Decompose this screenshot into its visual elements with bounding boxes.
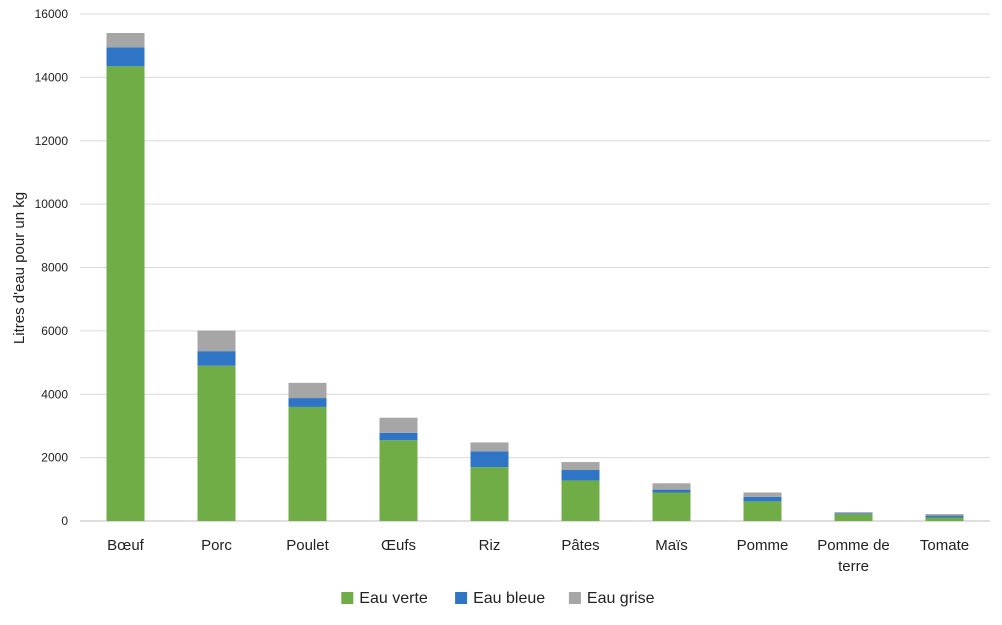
x-category-label-line: Bœuf [107, 537, 145, 554]
bar-segment-eau-verte [834, 514, 873, 521]
bar-segment-eau-grise [743, 492, 782, 497]
legend-swatch [341, 592, 354, 604]
legend-swatch [568, 592, 581, 604]
bar-segment-eau-grise [379, 417, 418, 433]
bar-segment-eau-verte [106, 66, 145, 522]
bar-segment-eau-bleue [106, 47, 145, 67]
y-tick-label: 10000 [35, 197, 69, 211]
x-category-label: Maïs [655, 537, 688, 554]
x-category-label-line: Pomme de [817, 537, 890, 554]
bar-segment-eau-grise [925, 514, 964, 516]
y-tick-label: 4000 [41, 387, 68, 401]
x-category-label: Œufs [381, 537, 416, 554]
bar-segment-eau-verte [652, 492, 691, 521]
bar-segment-eau-bleue [197, 351, 236, 366]
y-tick-label: 2000 [41, 451, 68, 465]
bar-segment-eau-grise [106, 33, 145, 48]
y-tick-label: 0 [61, 514, 68, 528]
x-category-label-line: terre [838, 558, 869, 575]
y-tick-labels: 0 2000 4000 6000 8000 10000 12000 14000 16000 [35, 7, 69, 528]
bar-segment-eau-grise [197, 330, 236, 352]
bar-segment-eau-grise [288, 382, 327, 399]
bar-segment-eau-grise [470, 442, 509, 452]
x-category-label-line: Porc [201, 537, 232, 554]
y-tick-label: 16000 [35, 7, 69, 21]
x-category-label: Tomate [920, 537, 969, 554]
y-axis-title: Litres d'eau pour un kg [11, 192, 28, 344]
x-category-label: Pomme de terre [817, 537, 890, 575]
x-category-label: Pâtes [561, 537, 599, 554]
legend-swatch [455, 592, 468, 604]
x-category-label-line: Riz [479, 537, 501, 554]
bar-segment-eau-bleue [743, 496, 782, 502]
bars [106, 33, 964, 522]
x-category-label-line: Pâtes [561, 537, 599, 554]
x-category-label: Bœuf [107, 537, 145, 554]
x-category-label-line: Pomme [737, 537, 789, 554]
x-category-label-line: Œufs [381, 537, 416, 554]
x-category-label-line: Maïs [655, 537, 688, 554]
x-category-label-line: Tomate [920, 537, 969, 554]
bar-segment-eau-grise [561, 462, 600, 470]
bar-segment-eau-bleue [379, 432, 418, 441]
bar-segment-eau-verte [925, 517, 964, 521]
bar-segment-eau-bleue [288, 398, 327, 407]
legend-label: Eau grise [587, 590, 655, 607]
bar-segment-eau-bleue [834, 513, 873, 515]
x-category-label-line: Poulet [286, 537, 329, 554]
x-category-label: Poulet [286, 537, 329, 554]
bar-segment-eau-verte [288, 406, 327, 521]
legend-label: Eau verte [359, 590, 428, 607]
bar-segment-eau-verte [379, 440, 418, 521]
bar-segment-eau-grise [834, 512, 873, 514]
x-category-label: Riz [479, 537, 501, 554]
y-tick-label: 12000 [35, 134, 69, 148]
legend: Eau verte Eau bleue Eau grise [341, 590, 655, 607]
bar-segment-eau-verte [470, 467, 509, 521]
bar-segment-eau-verte [561, 480, 600, 521]
bar-segment-eau-verte [743, 501, 782, 521]
bar-segment-eau-bleue [561, 469, 600, 481]
y-tick-label: 8000 [41, 261, 68, 275]
x-category-labels: Bœuf Porc Poulet Œufs Riz Pâtes Maïs Pomme Pomme… [107, 537, 969, 575]
legend-label: Eau bleue [473, 590, 545, 607]
bar-segment-eau-bleue [470, 451, 509, 468]
x-category-label: Pomme [737, 537, 789, 554]
y-tick-label: 6000 [41, 324, 68, 338]
bar-segment-eau-grise [652, 483, 691, 490]
bar-segment-eau-bleue [652, 489, 691, 493]
bar-segment-eau-verte [197, 365, 236, 521]
bar-segment-eau-bleue [925, 515, 964, 518]
y-tick-label: 14000 [35, 70, 69, 84]
x-category-label: Porc [201, 537, 232, 554]
